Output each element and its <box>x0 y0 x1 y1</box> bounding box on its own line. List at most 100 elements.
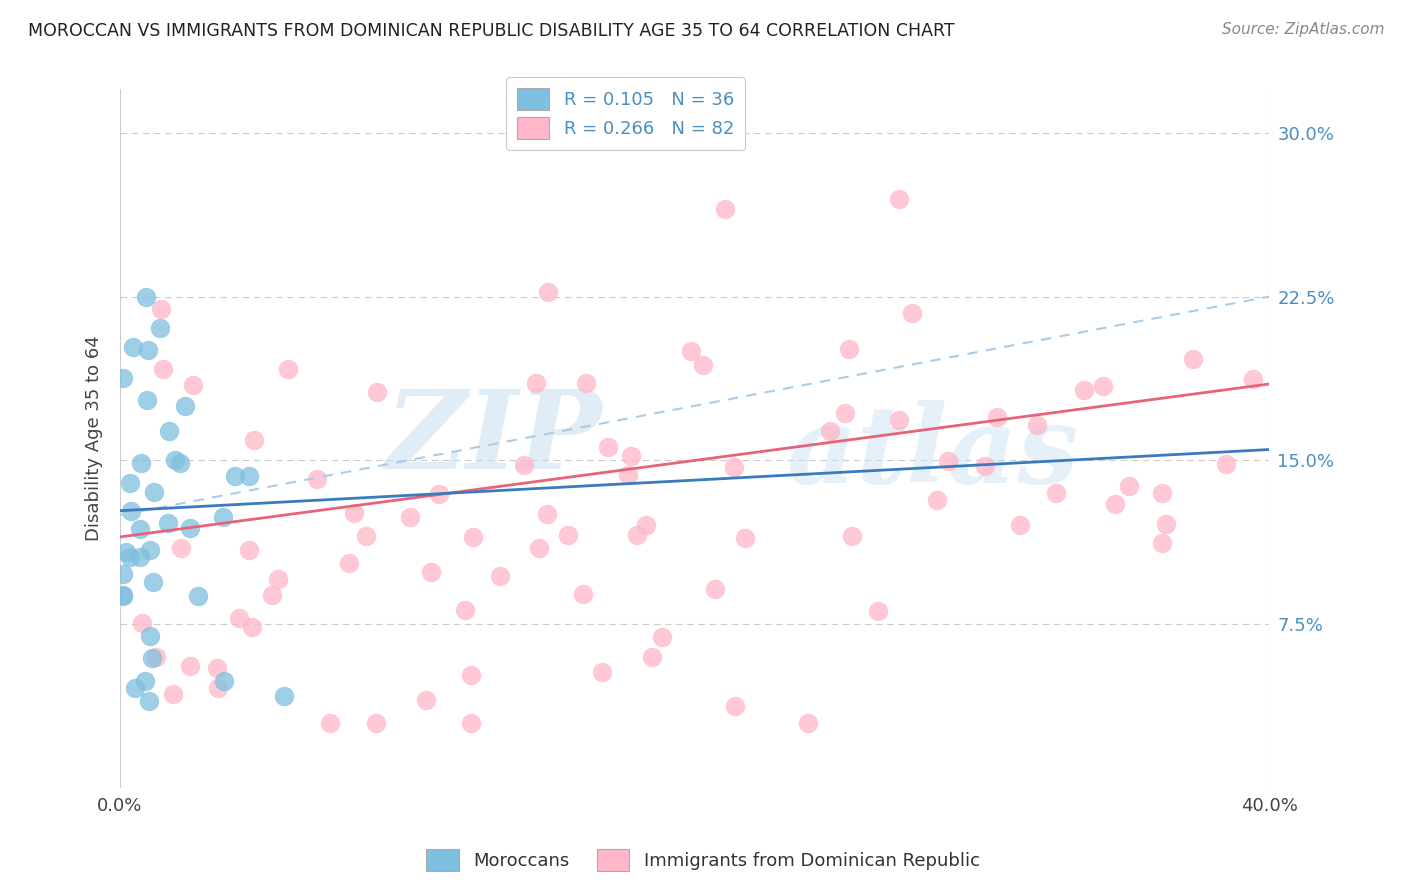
Point <box>138 694 160 708</box>
Point <box>305 472 328 486</box>
Point <box>1181 351 1204 366</box>
Point <box>364 715 387 730</box>
Point <box>165 453 187 467</box>
Point <box>818 424 841 438</box>
Point <box>591 665 613 679</box>
Point <box>124 681 146 695</box>
Point <box>524 376 547 391</box>
Point <box>157 424 180 438</box>
Point <box>596 440 619 454</box>
Point <box>692 359 714 373</box>
Point <box>723 460 745 475</box>
Point <box>136 393 159 408</box>
Point <box>273 690 295 704</box>
Point <box>142 574 165 589</box>
Point <box>366 384 388 399</box>
Point <box>974 458 997 473</box>
Point <box>118 550 141 565</box>
Point <box>205 661 228 675</box>
Point <box>1152 536 1174 550</box>
Point <box>489 569 512 583</box>
Point <box>889 413 911 427</box>
Point <box>354 529 377 543</box>
Point <box>634 518 657 533</box>
Text: ZIP: ZIP <box>387 384 603 492</box>
Point <box>714 202 737 217</box>
Point <box>797 715 820 730</box>
Point <box>1045 486 1067 500</box>
Point <box>1073 383 1095 397</box>
Point <box>454 603 477 617</box>
Point <box>460 668 482 682</box>
Legend: R = 0.105   N = 36, R = 0.266   N = 82: R = 0.105 N = 36, R = 0.266 N = 82 <box>506 77 745 150</box>
Point <box>243 433 266 447</box>
Y-axis label: Disability Age 35 to 64: Disability Age 35 to 64 <box>86 335 103 541</box>
Point <box>141 651 163 665</box>
Point <box>420 565 443 579</box>
Point <box>557 527 579 541</box>
Point <box>887 192 910 206</box>
Point <box>925 493 948 508</box>
Point <box>112 371 135 385</box>
Point <box>111 566 134 581</box>
Point <box>724 698 747 713</box>
Point <box>174 399 197 413</box>
Point <box>122 339 145 353</box>
Point <box>148 320 170 334</box>
Point <box>651 630 673 644</box>
Point <box>617 467 640 482</box>
Point <box>841 529 863 543</box>
Point <box>838 343 860 357</box>
Point <box>262 588 284 602</box>
Point <box>936 453 959 467</box>
Point <box>536 507 558 521</box>
Point <box>139 542 162 557</box>
Point <box>212 674 235 689</box>
Point <box>212 510 235 524</box>
Point <box>112 588 135 602</box>
Point <box>111 589 134 603</box>
Point <box>169 456 191 470</box>
Point <box>537 285 560 299</box>
Point <box>136 343 159 358</box>
Point <box>129 456 152 470</box>
Point <box>1118 478 1140 492</box>
Text: atlas: atlas <box>786 400 1078 506</box>
Legend: Moroccans, Immigrants from Dominican Republic: Moroccans, Immigrants from Dominican Rep… <box>419 842 987 879</box>
Point <box>415 692 437 706</box>
Point <box>179 659 201 673</box>
Point <box>156 516 179 531</box>
Point <box>120 503 142 517</box>
Point <box>1026 417 1049 432</box>
Point <box>319 715 342 730</box>
Text: Source: ZipAtlas.com: Source: ZipAtlas.com <box>1222 22 1385 37</box>
Point <box>170 541 193 555</box>
Point <box>399 510 422 524</box>
Point <box>703 582 725 596</box>
Point <box>224 468 246 483</box>
Point <box>131 615 153 630</box>
Point <box>834 406 856 420</box>
Point <box>986 410 1008 425</box>
Point <box>513 458 536 472</box>
Point <box>901 306 924 320</box>
Point <box>571 587 593 601</box>
Text: MOROCCAN VS IMMIGRANTS FROM DOMINICAN REPUBLIC DISABILITY AGE 35 TO 64 CORRELATI: MOROCCAN VS IMMIGRANTS FROM DOMINICAN RE… <box>28 22 955 40</box>
Point <box>641 650 664 665</box>
Point <box>152 362 174 376</box>
Point <box>1150 486 1173 500</box>
Point <box>128 549 150 564</box>
Point <box>143 484 166 499</box>
Point <box>461 530 484 544</box>
Point <box>1241 372 1264 386</box>
Point <box>527 541 550 555</box>
Point <box>1154 517 1177 532</box>
Point <box>1104 497 1126 511</box>
Point <box>240 620 263 634</box>
Point <box>626 527 648 541</box>
Point <box>277 362 299 376</box>
Point <box>337 557 360 571</box>
Point <box>460 715 482 730</box>
Point <box>238 469 260 483</box>
Point <box>267 572 290 586</box>
